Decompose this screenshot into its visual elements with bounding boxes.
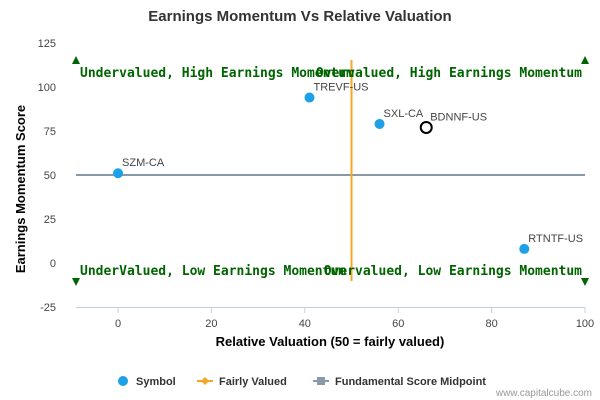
quadrant-label-bottom-left: UnderValued, Low Earnings Momentum bbox=[80, 264, 346, 279]
x-tick-label: 20 bbox=[205, 318, 217, 330]
chart-title: Earnings Momentum Vs Relative Valuation bbox=[148, 8, 451, 25]
quadrant-label-bottom-right: Overvalued, Low Earnings Momentum bbox=[324, 264, 582, 279]
y-tick-label: 75 bbox=[44, 126, 56, 138]
point-label: SXL-CA bbox=[384, 108, 424, 120]
point-label: BDNNF-US bbox=[430, 111, 487, 123]
y-axis: 125 100 75 50 25 0 -25 bbox=[38, 38, 56, 314]
legend-fairly-valued-marker bbox=[201, 377, 209, 385]
point-marker bbox=[113, 168, 124, 179]
legend-item-symbol[interactable]: Symbol bbox=[118, 376, 176, 388]
legend-item-midpoint[interactable]: Fundamental Score Midpoint bbox=[313, 376, 486, 388]
y-tick-label: 50 bbox=[44, 170, 56, 182]
y-tick-label: 0 bbox=[50, 258, 56, 270]
point-marker bbox=[519, 243, 530, 254]
legend: Symbol Fairly Valued Fundamental Score M… bbox=[118, 376, 486, 388]
legend-midpoint-marker bbox=[317, 377, 325, 385]
quadrant-label-top-right: Overvalued, High Earnings Momentum bbox=[316, 66, 582, 81]
x-tick-label: 80 bbox=[485, 318, 497, 330]
x-tick-label: 60 bbox=[392, 318, 404, 330]
y-tick-label: 100 bbox=[38, 82, 56, 94]
y-tick-label: 125 bbox=[38, 38, 56, 50]
point-label: RTNTF-US bbox=[528, 233, 583, 245]
data-point[interactable]: TREVF-US bbox=[304, 82, 368, 103]
y-tick-label: 25 bbox=[44, 214, 56, 226]
point-label: TREVF-US bbox=[313, 82, 368, 94]
x-axis-title: Relative Valuation (50 = fairly valued) bbox=[216, 334, 445, 349]
x-axis: 0 20 40 60 80 100 bbox=[115, 307, 594, 330]
quadrant-marker-down bbox=[581, 278, 589, 286]
quadrant-markers bbox=[72, 56, 589, 286]
legend-midpoint-label: Fundamental Score Midpoint bbox=[335, 376, 486, 388]
legend-symbol-label: Symbol bbox=[136, 376, 176, 388]
data-point[interactable]: RTNTF-US bbox=[519, 233, 583, 254]
point-label: SZM-CA bbox=[122, 157, 165, 169]
data-points: SZM-CA TREVF-US SXL-CA BDNNF-US RTNTF-US bbox=[113, 82, 583, 254]
x-tick-label: 0 bbox=[115, 318, 121, 330]
data-point[interactable]: BDNNF-US bbox=[419, 111, 487, 134]
x-tick-label: 40 bbox=[299, 318, 311, 330]
legend-fairly-valued-label: Fairly Valued bbox=[219, 376, 287, 388]
quadrant-label-top-left: Undervalued, High Earnings Momentum bbox=[80, 66, 354, 81]
source-credit: www.capitalcube.com bbox=[495, 388, 592, 399]
quadrant-marker-up bbox=[581, 56, 589, 64]
x-tick-label: 100 bbox=[576, 318, 594, 330]
point-marker bbox=[304, 92, 315, 103]
quadrant-marker-down bbox=[72, 278, 80, 286]
legend-symbol-marker bbox=[118, 376, 128, 386]
legend-item-fairly-valued[interactable]: Fairly Valued bbox=[197, 376, 287, 388]
quadrant-marker-up bbox=[72, 56, 80, 64]
y-tick-label: -25 bbox=[40, 302, 56, 314]
data-point[interactable]: SZM-CA bbox=[113, 157, 165, 179]
data-point[interactable]: SXL-CA bbox=[374, 108, 424, 129]
y-axis-title: Earnings Momentum Score bbox=[13, 105, 28, 273]
point-marker bbox=[374, 118, 385, 129]
point-marker-highlighted bbox=[419, 120, 433, 134]
